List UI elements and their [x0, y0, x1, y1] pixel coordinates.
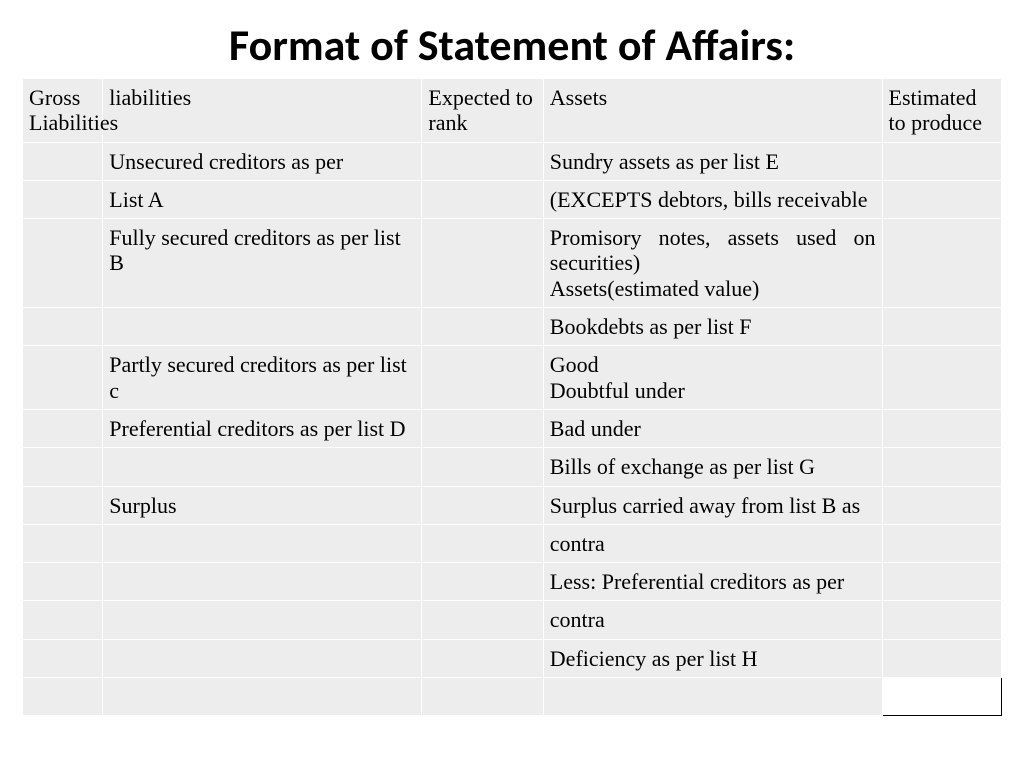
table-header-cell: Estimated to produce — [882, 79, 1001, 143]
table-cell — [422, 601, 543, 639]
table-cell — [422, 180, 543, 218]
table-cell: Sundry assets as per list E — [543, 142, 882, 180]
table-cell — [103, 308, 422, 346]
table-row: Bookdebts as per list F — [23, 308, 1002, 346]
table-cell — [882, 448, 1001, 486]
table-cell — [23, 219, 103, 308]
table-cell — [543, 678, 882, 716]
table-cell — [103, 639, 422, 677]
table-row-trailing — [23, 678, 1002, 716]
table-row: Preferential creditors as per list D Bad … — [23, 409, 1002, 447]
table-row: Partly secured creditors as per list c Go… — [23, 346, 1002, 410]
table-cell — [882, 219, 1001, 308]
table-header-cell: liabilities — [103, 79, 422, 143]
table-cell — [422, 219, 543, 308]
table-cell: Surplus — [103, 486, 422, 524]
table-cell — [23, 448, 103, 486]
table-cell: contra — [543, 524, 882, 562]
table-row: Fully secured creditors as per list B Pro… — [23, 219, 1002, 308]
table-cell — [103, 524, 422, 562]
table-cell — [882, 142, 1001, 180]
table-row: Unsecured creditors as per Sundry assets … — [23, 142, 1002, 180]
table-cell — [23, 409, 103, 447]
table-row: Surplus Surplus carried away from list B … — [23, 486, 1002, 524]
table-cell: GoodDoubtful under — [543, 346, 882, 410]
table-cell — [23, 601, 103, 639]
table-cell — [422, 678, 543, 716]
table-row: contra — [23, 524, 1002, 562]
table-cell: contra — [543, 601, 882, 639]
table-row: contra — [23, 601, 1002, 639]
table-cell — [103, 678, 422, 716]
table-cell — [23, 563, 103, 601]
table-cell — [422, 448, 543, 486]
table-cell: Preferential creditors as per list D — [103, 409, 422, 447]
table-header-cell: Assets — [543, 79, 882, 143]
table-header-cell: Expected to rank — [422, 79, 543, 143]
table-cell — [422, 639, 543, 677]
table-cell — [422, 308, 543, 346]
table-header-cell: Gross Liabilities — [23, 79, 103, 143]
table-cell: Bad under — [543, 409, 882, 447]
table-cell — [882, 639, 1001, 677]
table-cell — [882, 409, 1001, 447]
table-cell — [23, 142, 103, 180]
table-cell: Bookdebts as per list F — [543, 308, 882, 346]
table-row: Deficiency as per list H — [23, 639, 1002, 677]
table-cell: List A — [103, 180, 422, 218]
table-row: Bills of exchange as per list G — [23, 448, 1002, 486]
table-cell — [422, 524, 543, 562]
table-cell — [103, 448, 422, 486]
table-cell: Fully secured creditors as per list B — [103, 219, 422, 308]
table-cell — [882, 563, 1001, 601]
table-cell: Partly secured creditors as per list c — [103, 346, 422, 410]
table-header-row: Gross LiabilitiesliabilitiesExpected to … — [23, 79, 1002, 143]
table-cell — [23, 308, 103, 346]
page-title: Format of Statement of Affairs: — [0, 0, 1024, 78]
table-row: Less: Preferential creditors as per — [23, 563, 1002, 601]
table-cell: Promisory notes, assets used on securiti… — [543, 219, 882, 308]
table-cell — [882, 678, 1001, 716]
table-cell — [422, 563, 543, 601]
table-row: List A (EXCEPTS debtors, bills receivable — [23, 180, 1002, 218]
table-cell: Deficiency as per list H — [543, 639, 882, 677]
table-cell — [422, 409, 543, 447]
table-cell — [882, 486, 1001, 524]
table-cell — [23, 678, 103, 716]
table-cell — [23, 524, 103, 562]
table-cell — [23, 486, 103, 524]
table-container: Gross LiabilitiesliabilitiesExpected to … — [0, 78, 1024, 716]
table-cell: Surplus carried away from list B as — [543, 486, 882, 524]
table-cell — [882, 601, 1001, 639]
table-cell: Bills of exchange as per list G — [543, 448, 882, 486]
table-cell: Less: Preferential creditors as per — [543, 563, 882, 601]
table-cell — [103, 563, 422, 601]
table-cell — [882, 524, 1001, 562]
table-cell — [422, 346, 543, 410]
table-cell — [23, 639, 103, 677]
table-cell — [103, 601, 422, 639]
table-cell — [882, 180, 1001, 218]
table-cell — [882, 346, 1001, 410]
table-cell — [882, 308, 1001, 346]
table-cell: (EXCEPTS debtors, bills receivable — [543, 180, 882, 218]
table-cell — [23, 180, 103, 218]
table-cell — [422, 142, 543, 180]
table-cell — [23, 346, 103, 410]
table-cell — [422, 486, 543, 524]
statement-table: Gross LiabilitiesliabilitiesExpected to … — [22, 78, 1002, 716]
table-cell: Unsecured creditors as per — [103, 142, 422, 180]
